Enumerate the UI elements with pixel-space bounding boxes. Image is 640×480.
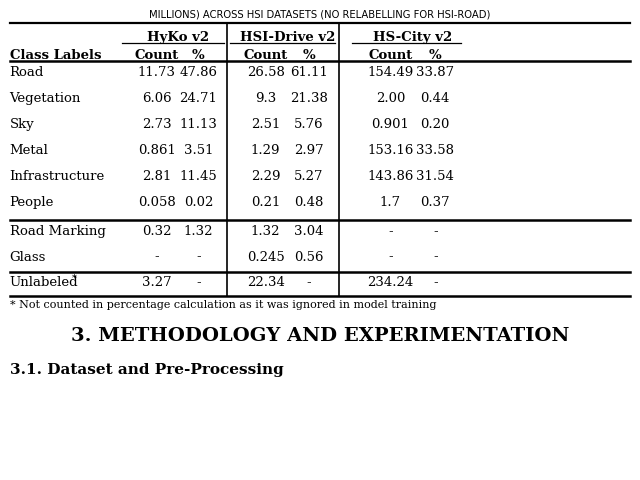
Text: Infrastructure: Infrastructure xyxy=(10,170,105,183)
Text: Class Labels: Class Labels xyxy=(10,49,101,62)
Text: HSI-Drive v2: HSI-Drive v2 xyxy=(239,31,335,44)
Text: Vegetation: Vegetation xyxy=(10,92,81,105)
Text: 0.21: 0.21 xyxy=(251,196,280,209)
Text: 3.04: 3.04 xyxy=(294,225,324,238)
Text: * Not counted in percentage calculation as it was ignored in model training: * Not counted in percentage calculation … xyxy=(10,300,436,311)
Text: Road Marking: Road Marking xyxy=(10,225,106,238)
Text: 11.73: 11.73 xyxy=(138,66,176,79)
Text: -: - xyxy=(196,251,201,264)
Text: 0.20: 0.20 xyxy=(420,118,450,131)
Text: 0.901: 0.901 xyxy=(371,118,410,131)
Text: 5.27: 5.27 xyxy=(294,170,324,183)
Text: -: - xyxy=(388,225,393,238)
Text: Count: Count xyxy=(134,49,179,62)
Text: 3.1. Dataset and Pre-Processing: 3.1. Dataset and Pre-Processing xyxy=(10,363,284,377)
Text: 143.86: 143.86 xyxy=(367,170,413,183)
Text: 6.06: 6.06 xyxy=(142,92,172,105)
Text: 31.54: 31.54 xyxy=(416,170,454,183)
Text: 0.32: 0.32 xyxy=(142,225,172,238)
Text: 21.38: 21.38 xyxy=(290,92,328,105)
Text: -: - xyxy=(433,251,438,264)
Text: 153.16: 153.16 xyxy=(367,144,413,157)
Text: 5.76: 5.76 xyxy=(294,118,324,131)
Text: 1.7: 1.7 xyxy=(380,196,401,209)
Text: 33.87: 33.87 xyxy=(416,66,454,79)
Text: HyKo v2: HyKo v2 xyxy=(147,31,209,44)
Text: 0.861: 0.861 xyxy=(138,144,176,157)
Text: 2.51: 2.51 xyxy=(251,118,280,131)
Text: 26.58: 26.58 xyxy=(246,66,285,79)
Text: %: % xyxy=(429,49,442,62)
Text: 0.44: 0.44 xyxy=(420,92,450,105)
Text: 9.3: 9.3 xyxy=(255,92,276,105)
Text: 0.245: 0.245 xyxy=(247,251,284,264)
Text: 3.27: 3.27 xyxy=(142,276,172,289)
Text: People: People xyxy=(10,196,54,209)
Text: 24.71: 24.71 xyxy=(179,92,218,105)
Text: 154.49: 154.49 xyxy=(367,66,413,79)
Text: -: - xyxy=(307,276,312,289)
Text: 2.81: 2.81 xyxy=(142,170,172,183)
Text: -: - xyxy=(388,251,393,264)
Text: Unlabeled: Unlabeled xyxy=(10,276,78,289)
Text: 2.29: 2.29 xyxy=(251,170,280,183)
Text: 1.32: 1.32 xyxy=(251,225,280,238)
Text: 0.058: 0.058 xyxy=(138,196,175,209)
Text: -: - xyxy=(154,251,159,264)
Text: 3.51: 3.51 xyxy=(184,144,213,157)
Text: 33.58: 33.58 xyxy=(416,144,454,157)
Text: 0.56: 0.56 xyxy=(294,251,324,264)
Text: %: % xyxy=(303,49,316,62)
Text: 3. METHODOLOGY AND EXPERIMENTATION: 3. METHODOLOGY AND EXPERIMENTATION xyxy=(71,327,569,345)
Text: 2.00: 2.00 xyxy=(376,92,405,105)
Text: 0.02: 0.02 xyxy=(184,196,213,209)
Text: 234.24: 234.24 xyxy=(367,276,413,289)
Text: *: * xyxy=(72,274,77,283)
Text: Glass: Glass xyxy=(10,251,46,264)
Text: 22.34: 22.34 xyxy=(246,276,285,289)
Text: -: - xyxy=(433,225,438,238)
Text: -: - xyxy=(433,276,438,289)
Text: 0.37: 0.37 xyxy=(420,196,450,209)
Text: 11.45: 11.45 xyxy=(180,170,217,183)
Text: 0.48: 0.48 xyxy=(294,196,324,209)
Text: HS-City v2: HS-City v2 xyxy=(373,31,452,44)
Text: 1.32: 1.32 xyxy=(184,225,213,238)
Text: 47.86: 47.86 xyxy=(179,66,218,79)
Text: MILLIONS) ACROSS HSI DATASETS (NO RELABELLING FOR HSI-ROAD): MILLIONS) ACROSS HSI DATASETS (NO RELABE… xyxy=(149,10,491,20)
Text: Road: Road xyxy=(10,66,44,79)
Text: Metal: Metal xyxy=(10,144,49,157)
Text: 11.13: 11.13 xyxy=(179,118,218,131)
Text: Count: Count xyxy=(368,49,413,62)
Text: -: - xyxy=(196,276,201,289)
Text: 2.73: 2.73 xyxy=(142,118,172,131)
Text: Sky: Sky xyxy=(10,118,35,131)
Text: 2.97: 2.97 xyxy=(294,144,324,157)
Text: %: % xyxy=(192,49,205,62)
Text: 1.29: 1.29 xyxy=(251,144,280,157)
Text: 61.11: 61.11 xyxy=(290,66,328,79)
Text: Count: Count xyxy=(243,49,288,62)
